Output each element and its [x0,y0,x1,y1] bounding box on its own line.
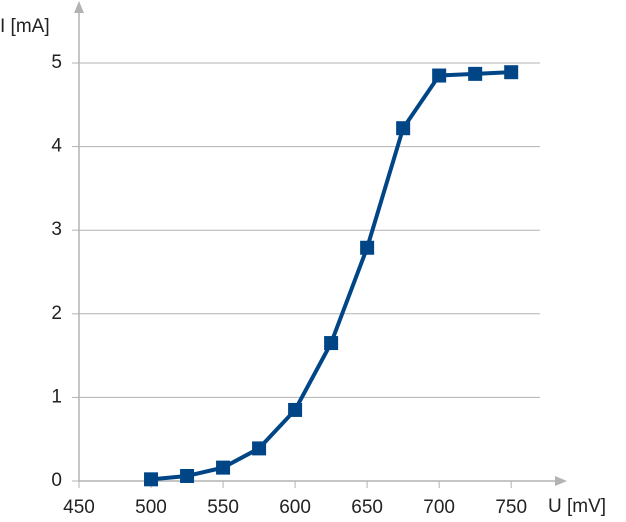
y-tick-label: 5 [51,52,62,73]
data-point [504,65,519,80]
y-axis-label: I [mA] [0,16,50,37]
y-tick-label: 1 [51,386,62,407]
x-tick-label: 700 [423,497,455,518]
data-line [150,70,512,482]
data-point [396,121,411,136]
x-tick-label: 500 [135,497,167,518]
data-point [432,68,447,83]
x-tick-label: 550 [207,497,239,518]
data-point [180,468,195,483]
y-tick-label: 2 [51,303,62,324]
y-axis-arrow [74,1,84,13]
x-tick-label: 450 [63,497,95,518]
data-point [144,472,159,487]
data-point [216,460,231,475]
x-axis-arrow [555,476,567,486]
x-tick-label: 750 [495,497,527,518]
y-tick-label: 3 [51,219,62,240]
data-point [288,402,303,417]
x-tick-label: 650 [351,497,383,518]
x-axis-label: U [mV] [548,496,606,517]
x-tick-label: 600 [279,497,311,518]
data-point [252,441,267,456]
data-point [468,66,483,81]
data-point [360,240,375,255]
data-point [324,336,339,351]
y-tick-label: 0 [51,470,62,491]
y-tick-label: 4 [51,136,62,157]
